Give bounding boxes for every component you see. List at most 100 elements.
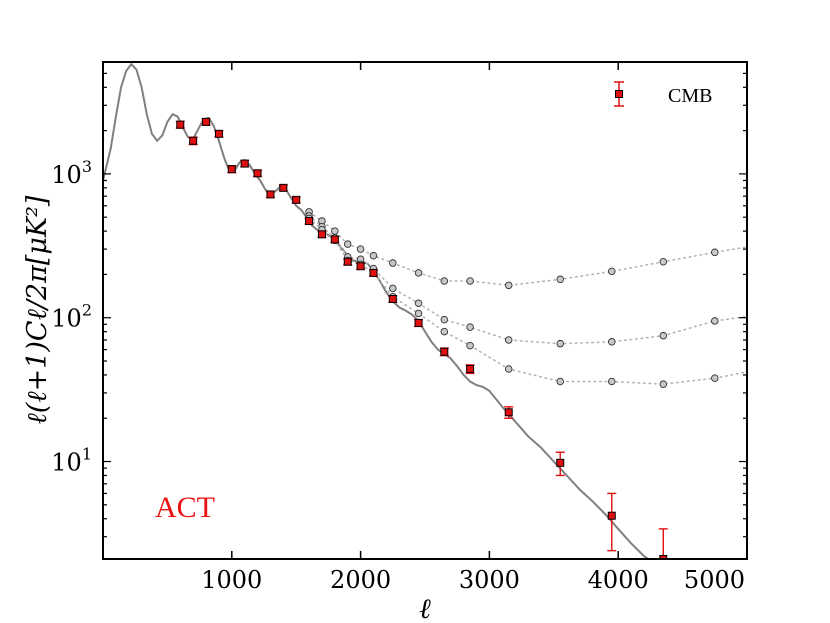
x-tick-label: 2000 <box>330 566 391 594</box>
cmb-marker <box>240 159 249 168</box>
gray-point-upper-6 <box>389 259 397 267</box>
gray-point-lower-11 <box>556 377 564 386</box>
gray-point-upper-3 <box>343 240 352 248</box>
x-axis-label: ℓ <box>419 592 431 623</box>
cmb-marker <box>176 120 185 129</box>
cmb-marker <box>330 235 339 244</box>
cmb-marker <box>266 190 275 199</box>
gray-point-middle-13 <box>659 331 668 340</box>
cmb-marker <box>317 230 326 239</box>
cmb-point-19 <box>465 364 475 375</box>
cmb-point-1 <box>188 136 198 146</box>
cmb-marker <box>189 136 198 145</box>
cmb-marker <box>202 117 211 126</box>
cmb-point-23 <box>658 528 668 559</box>
y-tick-label: 103 <box>51 157 92 189</box>
cmb-marker <box>556 458 565 467</box>
cmb-point-10 <box>304 217 314 226</box>
cmb-point-17 <box>414 318 424 328</box>
cmb-point-7 <box>265 190 275 199</box>
cmb-series-layer <box>175 117 668 559</box>
gray-point-lower-13 <box>659 380 668 388</box>
y-axis-label: ℓ(ℓ+1)Cℓ/2π[μK²] <box>22 195 53 424</box>
cmb-point-5 <box>240 159 250 168</box>
cmb-marker <box>343 257 352 266</box>
act-annotation: ACT <box>155 491 215 524</box>
cmb-marker <box>279 183 288 192</box>
cmb-marker <box>504 408 513 417</box>
gray-point-lower-9 <box>466 341 474 350</box>
gray-point-middle-7 <box>414 299 423 308</box>
cmb-marker <box>356 262 365 271</box>
cmb-marker <box>414 318 423 327</box>
gray-point-upper-11 <box>556 275 564 284</box>
x-tick-label: 4000 <box>588 566 649 594</box>
cmb-point-18 <box>439 347 449 357</box>
x-tick-label: 1000 <box>201 566 262 594</box>
cmb-marker <box>607 511 616 520</box>
gray-point-middle-11 <box>556 339 564 348</box>
y-axis: 101 102 103 <box>51 61 747 538</box>
x-tick-label: 3000 <box>459 566 520 594</box>
gray-point-middle-9 <box>466 323 474 331</box>
gray-point-upper-2 <box>331 227 339 235</box>
gray-point-lower-10 <box>504 365 513 373</box>
gray-point-upper-14 <box>711 248 719 257</box>
gray-point-middle-8 <box>440 315 449 324</box>
gray-point-middle-10 <box>504 336 513 344</box>
cmb-marker <box>466 364 475 373</box>
gray-point-upper-7 <box>414 269 423 277</box>
cmb-point-20 <box>504 406 514 419</box>
plot-frame <box>102 61 748 560</box>
gray-point-upper-4 <box>356 245 365 253</box>
cmb-point-12 <box>330 235 340 244</box>
y-tick-label: 102 <box>51 301 92 333</box>
legend-marker <box>615 90 623 98</box>
cmb-marker <box>292 195 301 204</box>
cmb-marker <box>305 217 314 226</box>
cmb-point-14 <box>356 262 366 271</box>
cmb-point-22 <box>607 492 617 552</box>
cmb-point-11 <box>317 230 327 239</box>
gray-point-middle-14 <box>711 317 719 325</box>
gray-point-upper-8 <box>440 277 449 285</box>
gray-point-upper-10 <box>504 281 513 290</box>
gray-point-middle-6 <box>389 284 397 293</box>
cmb-point-4 <box>227 165 237 174</box>
cmb-point-16 <box>388 294 398 303</box>
cmb-point-21 <box>555 451 565 477</box>
x-axis: 1000 2000 3000 4000 5000 <box>201 62 748 594</box>
cmb-point-9 <box>291 195 301 204</box>
cmb-marker <box>388 294 397 303</box>
gray-point-lower-8 <box>440 327 449 336</box>
gray-point-upper-5 <box>369 251 378 260</box>
gray-point-lower-14 <box>711 374 719 382</box>
gray-series-layer <box>305 208 747 388</box>
gray-point-lower-7 <box>414 309 423 318</box>
gray-point-upper-9 <box>466 277 474 285</box>
legend: CMB <box>614 81 712 107</box>
cmb-point-0 <box>175 120 185 129</box>
cmb-marker <box>659 555 668 559</box>
gray-point-upper-13 <box>659 258 668 266</box>
gray-point-upper-12 <box>608 267 616 276</box>
cmb-point-6 <box>253 169 263 178</box>
cmb-point-8 <box>278 183 288 192</box>
cmb-marker <box>227 165 236 174</box>
gray-series-line-middle <box>308 215 747 345</box>
model-curve <box>103 62 650 559</box>
gray-series-line-lower <box>308 217 747 385</box>
cmb-marker <box>253 169 262 178</box>
cmb-marker <box>440 347 449 356</box>
plot-area <box>103 62 747 559</box>
x-tick-label: 5000 <box>684 566 745 594</box>
cmb-marker <box>369 268 378 277</box>
cmb-point-2 <box>201 117 211 126</box>
gray-point-lower-12 <box>608 377 616 386</box>
cmb-point-3 <box>214 129 224 138</box>
cmb-point-15 <box>368 268 378 277</box>
legend-label: CMB <box>668 85 712 107</box>
y-tick-label: 101 <box>51 445 92 477</box>
gray-point-middle-12 <box>608 338 616 346</box>
